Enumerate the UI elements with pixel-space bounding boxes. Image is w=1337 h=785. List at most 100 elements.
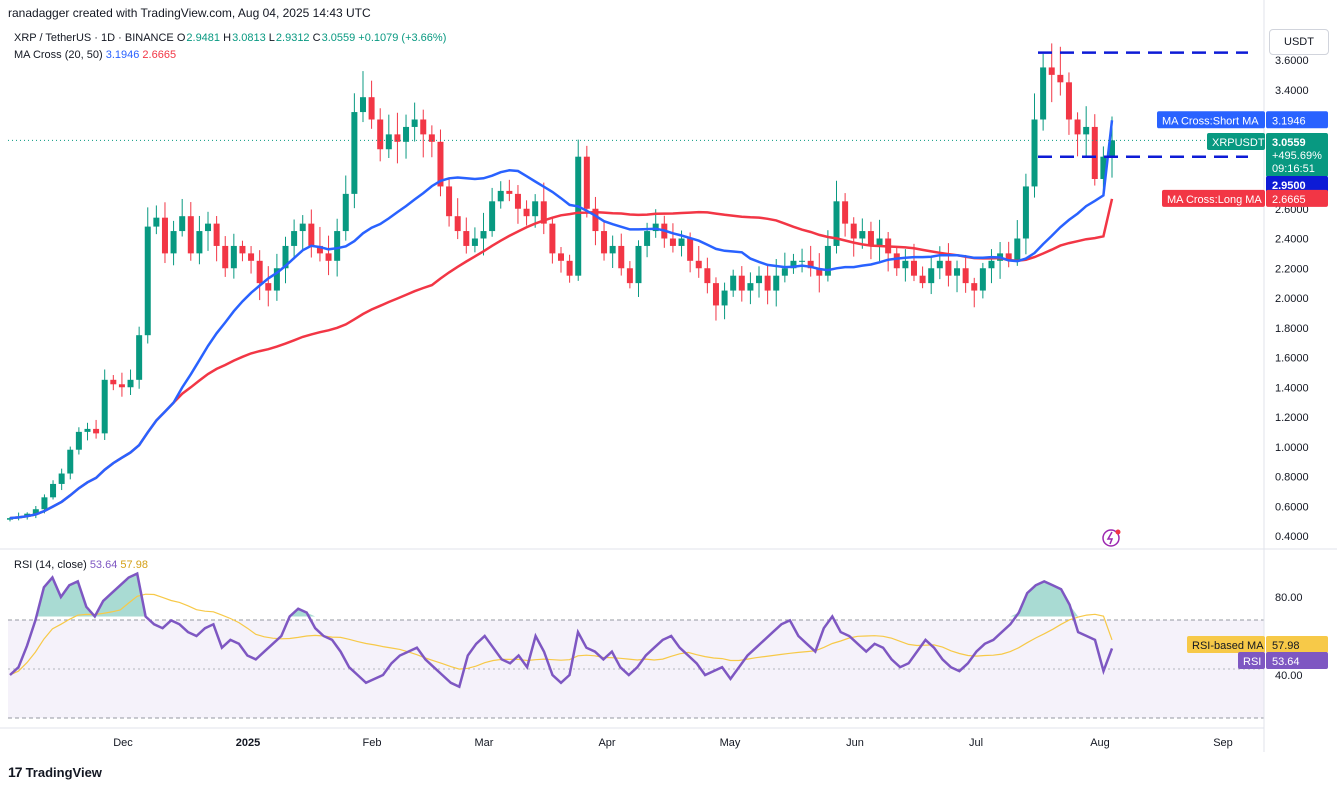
candle-body	[842, 201, 849, 224]
long-ma-name-label: MA Cross:Long MA	[1167, 194, 1262, 206]
price-axis-label: 3.0559	[1272, 137, 1306, 149]
candle-body	[179, 216, 186, 232]
rsi-legend-value: 53.64	[89, 559, 118, 571]
rsi-axis-tag: 53.64	[1266, 652, 1328, 669]
candle-body	[101, 379, 108, 434]
candle-body	[1109, 140, 1115, 157]
candle-body	[7, 518, 13, 520]
price-axis-tick: 3.6000	[1275, 55, 1309, 67]
candle-body	[1022, 186, 1029, 239]
candle-body	[1031, 119, 1038, 187]
candle-body	[816, 268, 823, 276]
candle-body	[454, 216, 461, 232]
open-value: 2.9481	[186, 32, 221, 44]
close-label: C	[312, 32, 321, 44]
rsi-ma-axis-tag: 57.98	[1266, 636, 1328, 653]
tradingview-mark-icon: 17	[8, 764, 23, 780]
candle-body	[230, 245, 237, 269]
candle-body	[988, 260, 995, 269]
candle-body	[325, 253, 332, 261]
countdown-label: 09:16:51	[1272, 163, 1315, 175]
candle-body	[316, 245, 323, 254]
ohlc-legend: XRP / TetherUS · 1D · BINANCE O2.9481 H3…	[14, 32, 446, 44]
candle-body	[1065, 82, 1072, 120]
candle-body	[592, 208, 599, 232]
rsi-ma-name-tag: RSI-based MA	[1187, 636, 1265, 653]
candle-body	[394, 134, 401, 142]
price-axis-tick: 1.8000	[1275, 323, 1309, 335]
long-ma-axis-tag: 2.6665	[1266, 189, 1328, 207]
candle-body	[170, 231, 177, 254]
candle-body	[971, 283, 978, 291]
candle-body	[32, 509, 39, 514]
level-axis-tag: 2.9500	[1266, 176, 1328, 193]
time-axis-tick: Sep	[1213, 737, 1233, 749]
candle-body	[239, 245, 246, 254]
tradingview-label: TradingView	[25, 764, 102, 780]
candle-body	[265, 283, 272, 291]
price-tag: XRPUSDT 3.0559+495.69%09:16:51	[1207, 133, 1328, 177]
price-axis-tick: 0.4000	[1275, 531, 1309, 543]
rsi-name-tag-bg	[1238, 652, 1265, 669]
candle-body	[403, 126, 410, 142]
rsi-legend: RSI (14, close) 53.64 57.98	[14, 559, 148, 571]
candle-body	[41, 497, 48, 510]
candle-body	[205, 223, 212, 232]
price-axis-tick: 1.4000	[1275, 382, 1309, 394]
candle-body	[764, 275, 771, 291]
candle-body	[652, 223, 659, 232]
candle-body	[601, 231, 608, 254]
currency-button[interactable]: USDT	[1269, 29, 1329, 55]
candle-body	[446, 186, 453, 217]
candle-body	[248, 253, 255, 261]
candle-body	[351, 112, 358, 194]
candle-body	[213, 223, 220, 246]
time-axis-tick: Apr	[598, 737, 615, 749]
candle-body	[58, 473, 65, 484]
candle-body	[738, 275, 745, 291]
candle-body	[497, 190, 504, 202]
candle-body	[1091, 126, 1098, 179]
candle-body	[514, 193, 521, 209]
candle-body	[954, 268, 961, 276]
candle-body	[669, 238, 676, 246]
price-change-label: +495.69%	[1272, 150, 1322, 162]
candle-body	[807, 260, 814, 269]
candle-body	[93, 428, 100, 434]
candle-body	[747, 283, 754, 291]
candle-body	[859, 231, 866, 239]
rsi-ma-name-label: RSI-based MA	[1192, 640, 1264, 652]
candle-body	[84, 428, 91, 432]
candle-body	[566, 260, 573, 276]
candle-body	[781, 268, 788, 276]
candle-body	[523, 208, 530, 217]
candle-body	[308, 223, 315, 246]
alert-icon-bolt	[1106, 531, 1114, 545]
candle-body	[687, 238, 694, 261]
candle-body	[902, 260, 909, 269]
short-ma-name-label: MA Cross:Short MA	[1162, 115, 1259, 127]
candle-body	[532, 201, 539, 217]
time-axis-tick: May	[720, 737, 741, 749]
candle-body	[136, 335, 143, 380]
time-axis-tick: Dec	[113, 737, 133, 749]
symbol-title: XRP / TetherUS · 1D · BINANCE	[14, 32, 174, 44]
ma-cross-label: MA Cross (20, 50)	[14, 49, 103, 61]
long-ma-line	[9, 198, 1114, 520]
candle-body	[876, 238, 883, 246]
candle-body	[773, 275, 780, 291]
long-ma-name-tag: MA Cross:Long MA	[1162, 189, 1265, 207]
ma-short-value: 3.1946	[105, 49, 140, 61]
price-axis-tick: 1.0000	[1275, 442, 1309, 454]
rsi-name-label: RSI	[1243, 656, 1261, 668]
time-axis-tick: 2025	[236, 737, 260, 749]
short-ma-axis-tag: 3.1946	[1266, 111, 1328, 129]
candle-body	[161, 217, 168, 254]
candle-body	[833, 201, 840, 246]
candle-body	[790, 260, 797, 269]
ma-legend: MA Cross (20, 50) 3.1946 2.6665	[14, 49, 176, 61]
price-axis-tick: 1.6000	[1275, 353, 1309, 365]
candle-body	[824, 245, 831, 276]
candle-body	[867, 231, 874, 246]
candle-body	[420, 119, 427, 135]
